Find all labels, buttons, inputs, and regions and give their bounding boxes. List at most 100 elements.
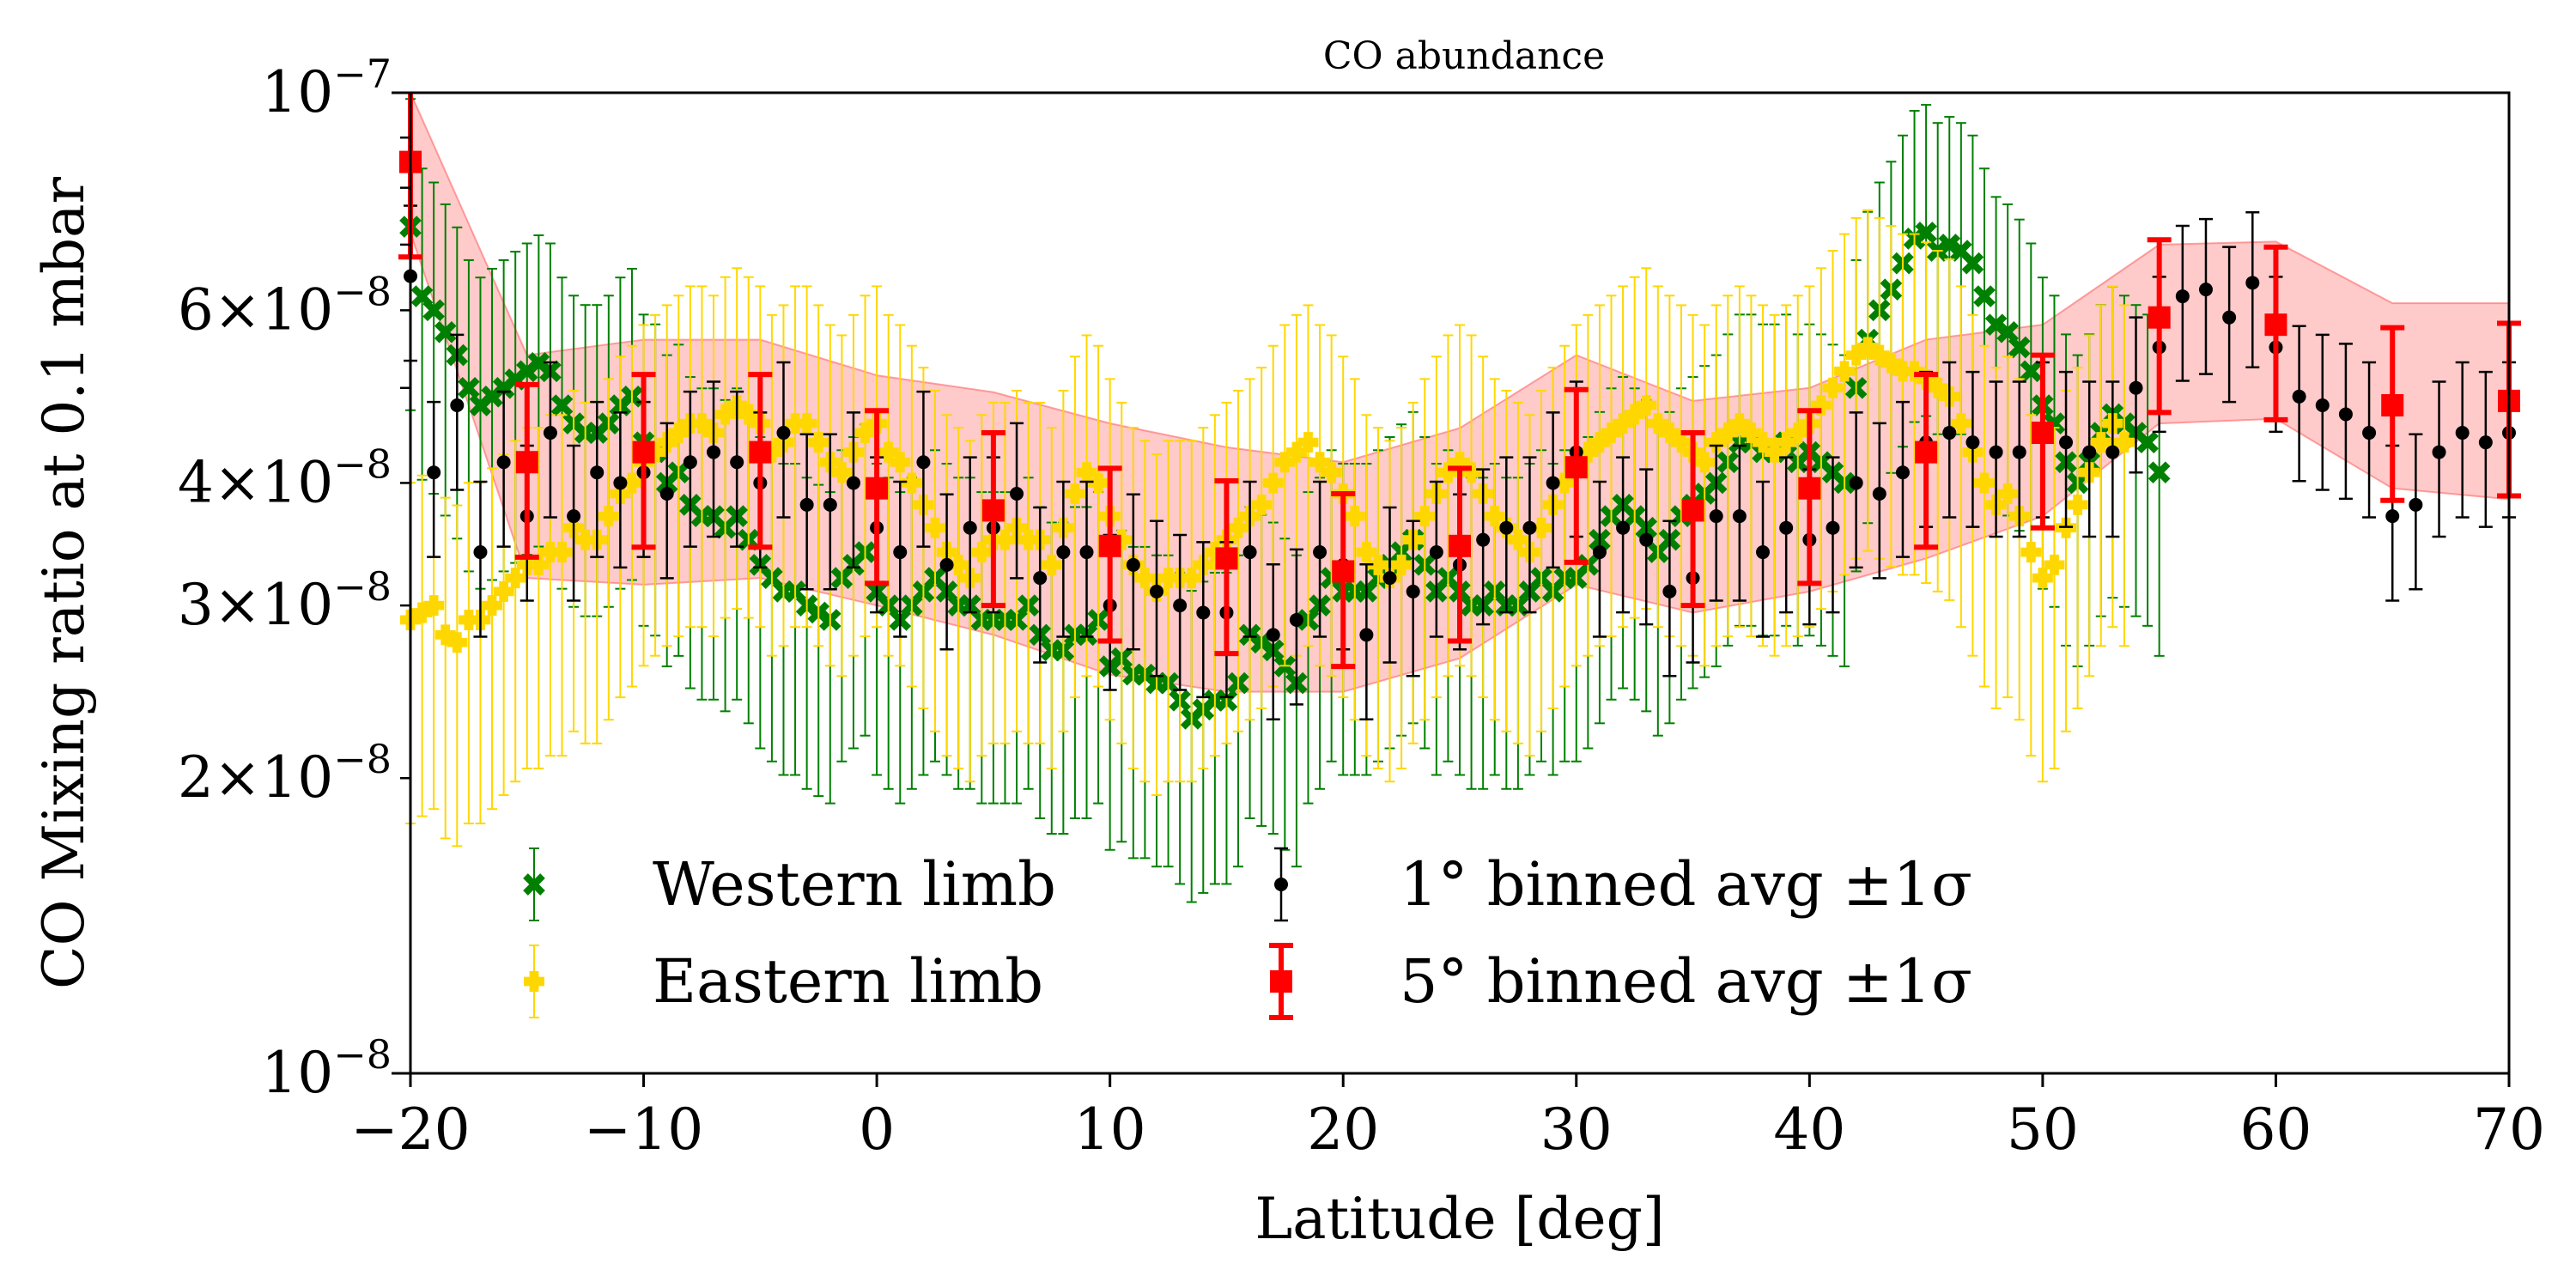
data-point: [1111, 401, 1133, 744]
data-point: [1554, 344, 1576, 688]
legend-label: 1° binned avg ±1σ: [1400, 849, 1972, 920]
data-point: [2315, 333, 2330, 491]
data-point: [1499, 456, 1514, 614]
y-tick-label: 4×10−8: [178, 440, 392, 515]
data-point: [971, 414, 993, 757]
data-point: [691, 285, 713, 629]
y-tick-label: 3×10−8: [178, 563, 392, 638]
x-tick-label: 20: [1307, 1097, 1379, 1163]
data-point: [963, 456, 977, 614]
data-point: [707, 380, 721, 538]
data-point: [948, 427, 969, 769]
data-point: [2409, 433, 2423, 591]
data-point: [893, 480, 908, 638]
data-point: [1601, 295, 1622, 638]
data-point: [1834, 233, 1856, 576]
data-point: [981, 430, 1005, 609]
data-point: [505, 440, 526, 783]
legend-entry-1: Eastern limb: [524, 945, 1043, 1018]
data-point: [994, 401, 1016, 744]
data-point: [2059, 370, 2074, 528]
data-point: [683, 390, 697, 548]
legend-entry-2: 1° binned avg ±1σ: [1274, 847, 1972, 922]
data-point: [1880, 225, 1902, 568]
data-point: [645, 313, 666, 657]
data-point: [1624, 276, 1645, 619]
data-point: [434, 203, 457, 517]
data-point: [1181, 440, 1202, 783]
data-point: [1662, 519, 1677, 677]
data-point: [2432, 380, 2446, 538]
data-point: [1448, 465, 1472, 644]
data-point: [738, 276, 759, 619]
data-point: [1313, 480, 1327, 638]
data-point: [808, 304, 829, 647]
data-point: [668, 295, 690, 638]
data-point: [854, 295, 876, 638]
data-point: [1647, 285, 1668, 629]
data-point: [2090, 304, 2111, 647]
data-point: [2113, 304, 2135, 647]
data-point: [1134, 440, 1156, 783]
x-axis: −20 −10 0 10 20 30 40 50 60 70: [350, 1073, 2545, 1163]
data-point: [2129, 316, 2143, 474]
data-point: [1033, 506, 1048, 664]
chart-title: CO abundance: [1323, 34, 1605, 78]
data-point: [528, 427, 550, 769]
data-point: [1826, 456, 1840, 614]
data-point: [1849, 411, 1863, 569]
data-point: [2147, 237, 2172, 416]
data-point: [1577, 313, 1599, 657]
data-point: [450, 333, 465, 491]
data-point: [2245, 211, 2260, 369]
legend-entry-3: 5° binned avg ±1σ: [1269, 943, 1972, 1020]
x-tick-label: 40: [1773, 1097, 1845, 1163]
data-point: [473, 480, 488, 638]
data-point: [2455, 361, 2470, 519]
x-tick-label: 0: [859, 1097, 895, 1163]
data-point: [1406, 519, 1420, 677]
data-point: [551, 414, 573, 757]
data-point: [1694, 324, 1716, 667]
data-point: [1228, 389, 1249, 732]
data-point: [2136, 313, 2159, 627]
data-point: [2292, 325, 2306, 483]
data-point: [1914, 372, 1939, 550]
data-point: [1018, 401, 1039, 744]
data-point: [823, 433, 837, 591]
data-point: [1437, 334, 1459, 677]
data-point: [590, 400, 605, 558]
data-point: [1756, 480, 1771, 638]
data-point: [1950, 285, 1971, 629]
data-point: [1367, 427, 1388, 769]
data-point: [1857, 209, 1879, 552]
data-point: [916, 390, 931, 548]
data-point: [1507, 401, 1528, 744]
data-point: [1531, 389, 1552, 732]
data-point: [1097, 465, 1122, 644]
legend-label: Eastern limb: [653, 946, 1043, 1017]
data-point: [1414, 378, 1436, 721]
data-point: [1157, 440, 1179, 783]
data-point: [2222, 246, 2237, 404]
data-point: [865, 408, 890, 586]
data-point: [1732, 444, 1747, 602]
data-point: [1297, 304, 1319, 647]
data-point: [1779, 456, 1794, 614]
data-point: [925, 389, 945, 732]
x-tick-label: −20: [350, 1097, 470, 1163]
data-point: [1974, 344, 1995, 688]
y-tick-label: 2×10−8: [178, 736, 392, 811]
y-tick-label: 10−7: [261, 51, 392, 125]
y-tick-label: 6×10−8: [178, 268, 392, 343]
x-tick-label: 30: [1540, 1097, 1613, 1163]
data-point: [1997, 355, 2019, 699]
data-point: [1126, 493, 1140, 651]
data-point: [1331, 491, 1356, 670]
data-point: [482, 467, 503, 811]
data-point: [1079, 480, 1094, 638]
y-axis: 10−8 10−7 2×10−8 3×10−8 4×10−8 6×10−8: [178, 51, 410, 1106]
data-point: [901, 344, 922, 688]
data-point: [1592, 480, 1607, 638]
